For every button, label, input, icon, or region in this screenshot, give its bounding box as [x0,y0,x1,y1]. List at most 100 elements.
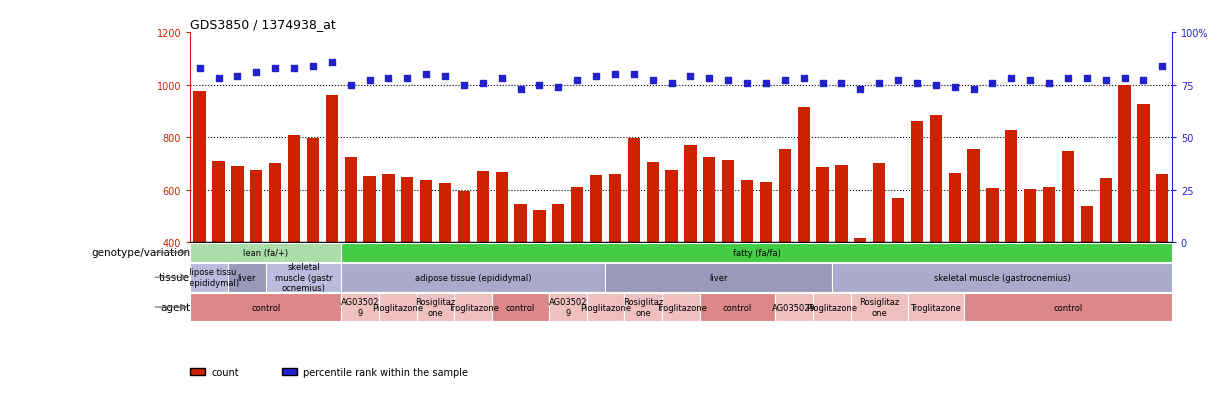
Bar [231,167,243,348]
Text: Pioglitazone: Pioglitazone [806,303,858,312]
Point [587,74,606,81]
Text: control: control [723,303,752,312]
Point [492,76,512,83]
Bar [266,263,341,292]
Bar [605,263,832,292]
Bar [1156,175,1168,348]
Text: Troglitazone: Troglitazone [448,303,499,312]
Text: skeletal muscle (gastrocnemius): skeletal muscle (gastrocnemius) [934,273,1070,282]
Bar [571,188,583,348]
Point [530,82,550,89]
Bar [228,263,266,292]
Point [436,74,455,81]
Point [699,76,719,83]
Bar [288,136,301,348]
Point [454,82,474,89]
Text: control: control [252,303,280,312]
Bar [987,188,999,348]
Point [1021,78,1040,85]
Bar [967,150,979,348]
Bar [741,181,753,348]
Bar [341,243,1172,262]
Bar [1137,104,1150,348]
Bar [552,205,564,348]
Point [1039,80,1059,87]
Bar [439,184,452,348]
Bar [383,174,395,348]
Text: GDS3850 / 1374938_at: GDS3850 / 1374938_at [190,17,336,31]
Text: Rosiglitaz
one: Rosiglitaz one [416,298,455,317]
Point [1115,76,1135,83]
Point [190,65,210,72]
Bar [1005,131,1017,348]
Bar [401,178,413,348]
Text: tissue: tissue [160,273,190,282]
Bar [190,293,341,322]
Bar [548,293,587,322]
Bar [908,293,964,322]
Point [416,72,436,78]
Text: skeletal
muscle (gastr
ocnemius): skeletal muscle (gastr ocnemius) [275,263,333,292]
Bar [892,199,904,348]
Point [963,86,983,93]
Point [794,76,814,83]
Bar [685,146,697,348]
Point [398,76,417,83]
Point [1152,63,1172,70]
Bar [307,139,319,348]
Bar [341,263,605,292]
Bar [625,293,663,322]
Bar [964,293,1172,322]
Text: liver: liver [709,273,728,282]
Text: Rosiglitaz
one: Rosiglitaz one [623,298,664,317]
Bar [699,293,775,322]
Text: liver: liver [238,273,256,282]
Text: adipose tissu
e (epididymal): adipose tissu e (epididymal) [178,268,239,287]
Text: control: control [506,303,535,312]
Bar [779,150,791,348]
Text: adipose tissue (epididymal): adipose tissue (epididymal) [415,273,531,282]
Point [926,82,946,89]
Text: Troglitazone: Troglitazone [910,303,961,312]
Bar [476,171,488,348]
Point [907,80,926,87]
Point [472,80,492,87]
Point [285,65,304,72]
Point [341,82,361,89]
Bar [194,92,206,348]
Point [265,65,285,72]
Text: Pioglitazone: Pioglitazone [580,303,631,312]
Point [832,80,852,87]
Bar [721,161,734,348]
Bar [379,293,417,322]
Text: percentile rank within the sample: percentile rank within the sample [303,367,467,377]
Bar [609,174,621,348]
Point [567,78,587,85]
Point [1001,76,1021,83]
Bar [930,116,942,348]
Text: AG035029: AG035029 [772,303,816,312]
Point [360,78,379,85]
Bar [814,293,850,322]
Bar [910,122,923,348]
Text: lean (fa/+): lean (fa/+) [243,248,288,257]
Bar [854,239,866,348]
Point [510,86,530,93]
Point [605,72,625,78]
Point [888,78,908,85]
Bar [454,293,492,322]
Point [775,78,795,85]
Bar [341,293,379,322]
Text: Rosiglitaz
one: Rosiglitaz one [859,298,899,317]
Text: Pioglitazone: Pioglitazone [372,303,423,312]
Bar [850,293,908,322]
Bar [832,263,1172,292]
Bar [417,293,454,322]
Text: Troglitazone: Troglitazone [655,303,707,312]
Bar [798,108,810,348]
Point [303,63,323,70]
Bar [836,165,848,348]
Bar [212,162,225,348]
Point [379,76,399,83]
Point [737,80,757,87]
